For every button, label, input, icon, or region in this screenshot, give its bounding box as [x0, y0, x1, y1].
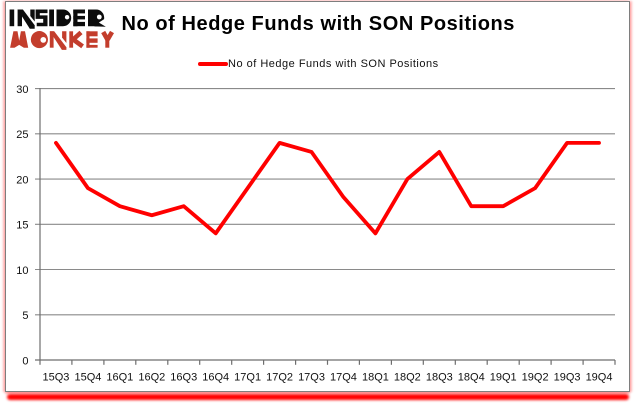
svg-text:16Q2: 16Q2 — [138, 372, 165, 384]
svg-text:18Q3: 18Q3 — [426, 372, 453, 384]
svg-text:15: 15 — [16, 220, 28, 232]
svg-text:0: 0 — [22, 355, 28, 367]
svg-text:20: 20 — [16, 175, 28, 187]
svg-text:19Q3: 19Q3 — [554, 372, 581, 384]
svg-text:17Q1: 17Q1 — [234, 372, 261, 384]
svg-text:30: 30 — [16, 84, 28, 96]
svg-text:15Q3: 15Q3 — [43, 372, 70, 384]
svg-text:5: 5 — [22, 310, 28, 322]
svg-text:19Q2: 19Q2 — [522, 372, 549, 384]
svg-text:15Q4: 15Q4 — [74, 372, 101, 384]
svg-text:17Q4: 17Q4 — [330, 372, 357, 384]
svg-text:18Q4: 18Q4 — [458, 372, 485, 384]
svg-text:17Q2: 17Q2 — [266, 372, 293, 384]
svg-text:19Q4: 19Q4 — [586, 372, 613, 384]
svg-text:17Q3: 17Q3 — [298, 372, 325, 384]
svg-text:19Q1: 19Q1 — [490, 372, 517, 384]
svg-text:25: 25 — [16, 129, 28, 141]
svg-text:18Q1: 18Q1 — [362, 372, 389, 384]
svg-text:16Q3: 16Q3 — [170, 372, 197, 384]
svg-text:16Q1: 16Q1 — [106, 372, 133, 384]
svg-text:16Q4: 16Q4 — [202, 372, 229, 384]
svg-text:18Q2: 18Q2 — [394, 372, 421, 384]
svg-text:10: 10 — [16, 265, 28, 277]
